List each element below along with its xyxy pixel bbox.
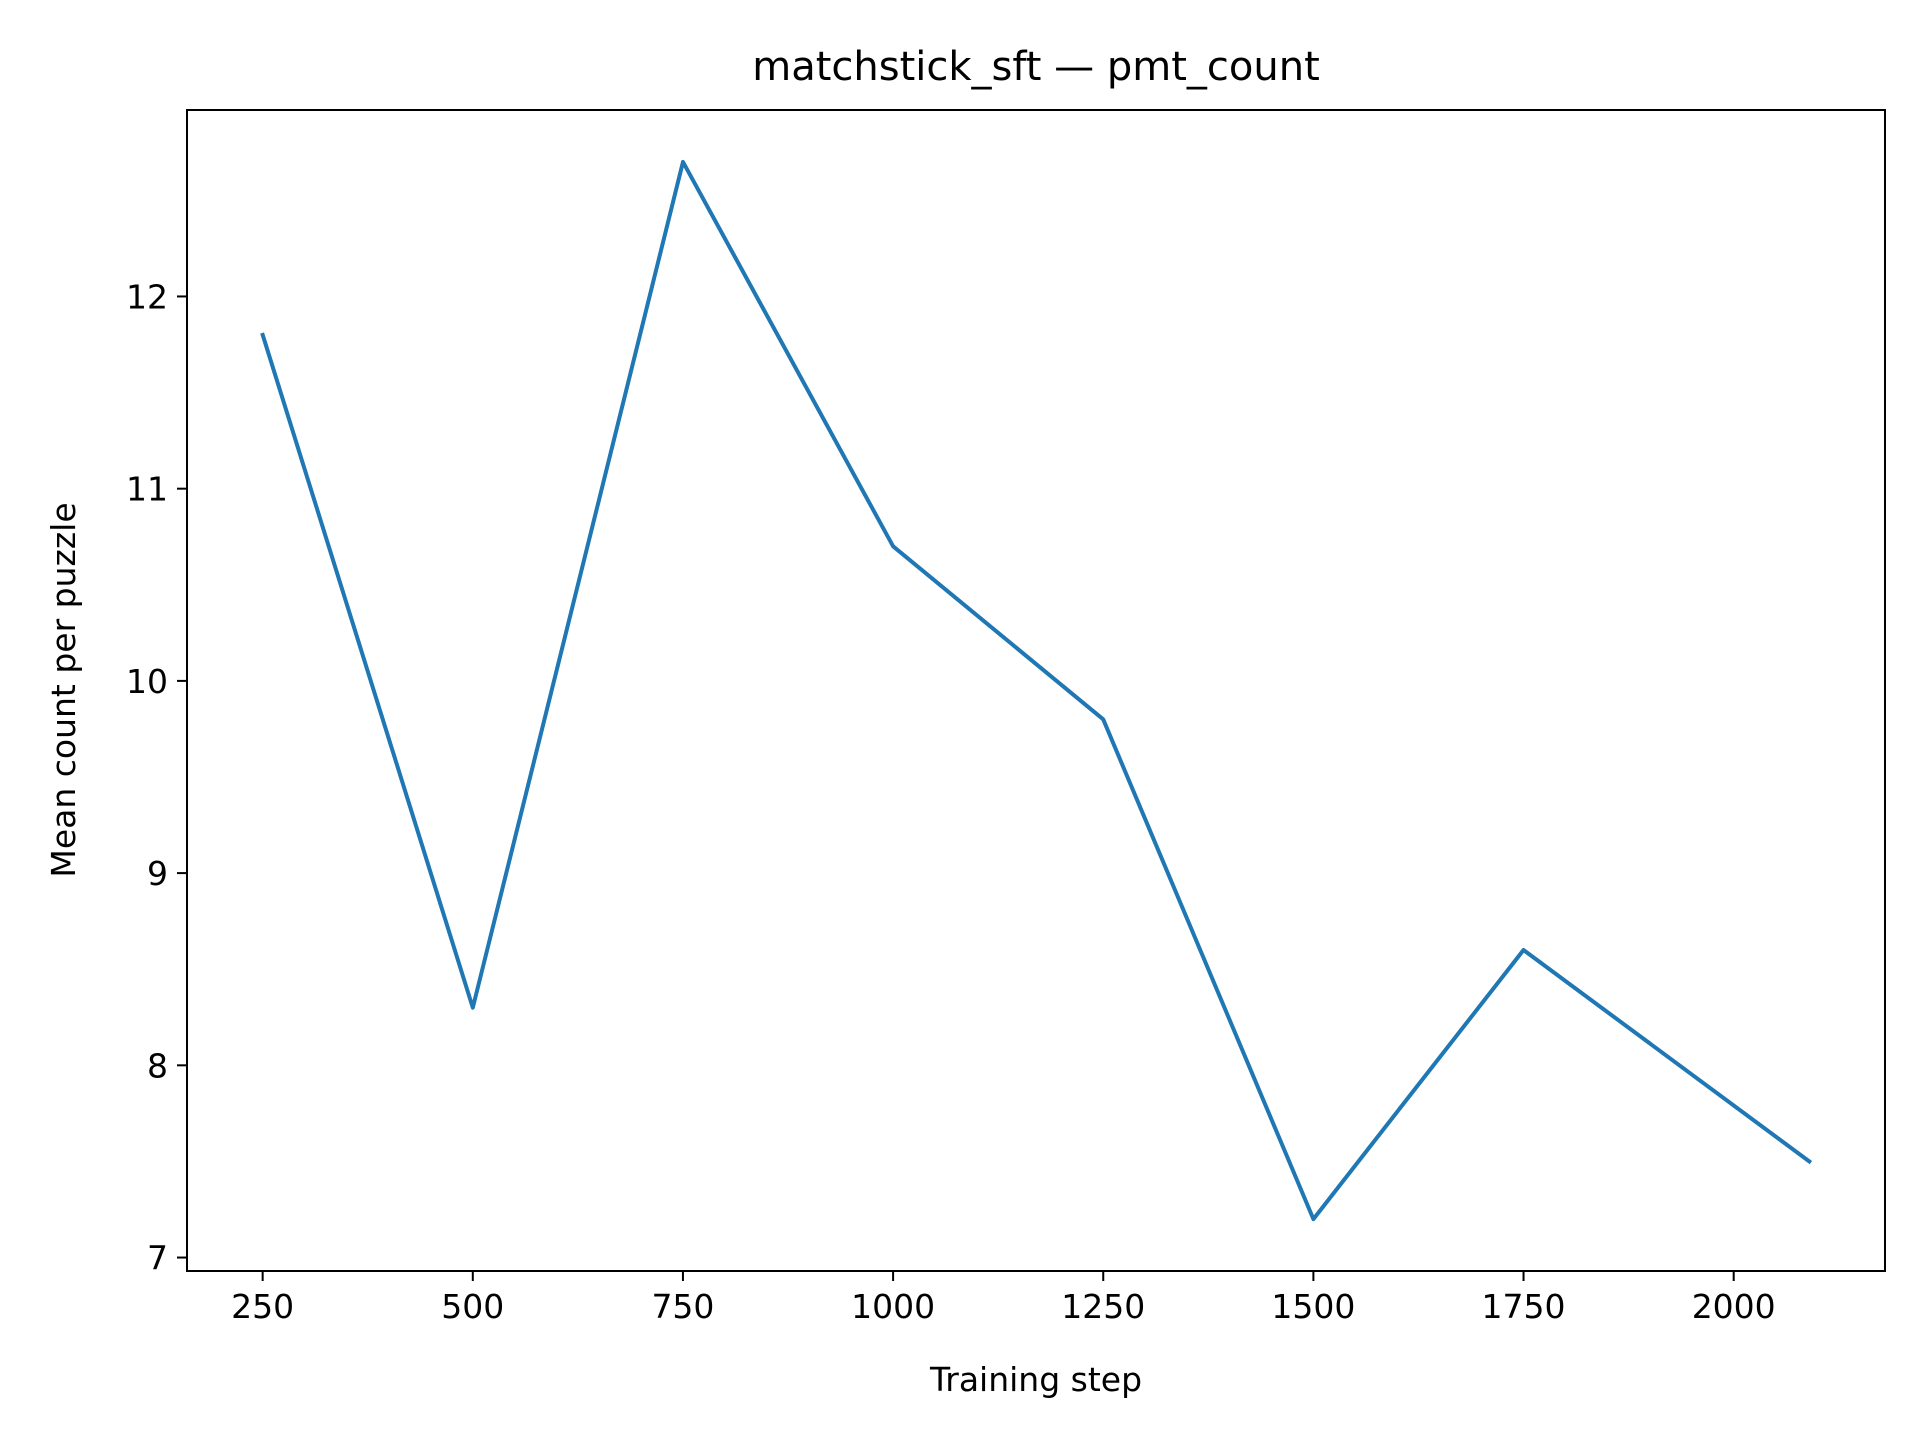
x-axis: 250 500 750 1000 1250 1500 1750 2000: [231, 1271, 1776, 1326]
x-tick-label: 500: [441, 1287, 504, 1326]
data-point: [681, 160, 685, 164]
x-tick-label: 250: [231, 1287, 294, 1326]
data-point: [1807, 1159, 1811, 1163]
data-point: [261, 333, 265, 337]
x-tick-label: 1750: [1482, 1287, 1566, 1326]
y-tick-label: 7: [147, 1239, 168, 1278]
plot-frame: [186, 109, 1886, 1272]
y-tick-label: 12: [126, 277, 168, 316]
data-point: [1311, 1217, 1315, 1221]
y-tick-label: 11: [126, 470, 168, 509]
y-tick-label: 10: [126, 662, 168, 701]
x-tick-label: 2000: [1692, 1287, 1776, 1326]
series-line-0: [260, 159, 1813, 1222]
chart-title: matchstick_sft — pmt_count: [752, 44, 1320, 90]
series-layer: [260, 159, 1813, 1222]
data-point: [471, 1006, 475, 1010]
x-tick-label: 1500: [1271, 1287, 1355, 1326]
y-tick-label: 8: [147, 1046, 168, 1085]
data-point: [1101, 717, 1105, 721]
y-tick-label: 9: [147, 854, 168, 893]
data-point: [891, 544, 895, 548]
data-point: [1522, 948, 1526, 952]
x-axis-title: Training step: [929, 1360, 1142, 1399]
y-axis-title: Mean count per puzzle: [44, 502, 83, 877]
x-tick-label: 1250: [1061, 1287, 1145, 1326]
y-axis: 7 8 9 10 11 12: [126, 277, 187, 1278]
x-tick-label: 750: [651, 1287, 714, 1326]
x-tick-label: 1000: [851, 1287, 935, 1326]
